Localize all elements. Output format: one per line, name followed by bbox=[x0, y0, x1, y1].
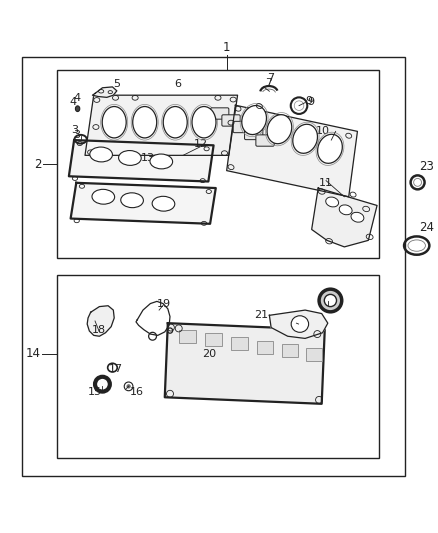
Text: 15: 15 bbox=[88, 386, 102, 397]
Text: 10: 10 bbox=[315, 126, 329, 136]
Ellipse shape bbox=[90, 147, 113, 162]
Bar bbox=[306, 348, 322, 361]
Ellipse shape bbox=[291, 316, 309, 332]
Circle shape bbox=[127, 385, 131, 388]
Text: 14: 14 bbox=[25, 347, 41, 360]
Text: 8: 8 bbox=[245, 116, 252, 125]
Text: 5: 5 bbox=[113, 79, 120, 90]
Text: 9: 9 bbox=[307, 96, 314, 107]
Text: 24: 24 bbox=[419, 221, 434, 234]
Ellipse shape bbox=[150, 154, 173, 169]
Bar bbox=[231, 337, 248, 350]
Polygon shape bbox=[269, 310, 328, 338]
Ellipse shape bbox=[324, 294, 336, 306]
Text: 3: 3 bbox=[74, 131, 81, 141]
Text: 13: 13 bbox=[141, 152, 155, 163]
Polygon shape bbox=[87, 306, 114, 336]
Polygon shape bbox=[92, 87, 117, 98]
FancyBboxPatch shape bbox=[256, 135, 274, 146]
Ellipse shape bbox=[351, 212, 364, 222]
Polygon shape bbox=[165, 323, 325, 404]
Ellipse shape bbox=[133, 107, 157, 138]
Ellipse shape bbox=[267, 115, 292, 144]
Ellipse shape bbox=[119, 150, 141, 165]
Text: 18: 18 bbox=[92, 325, 106, 335]
Ellipse shape bbox=[339, 205, 352, 215]
Text: 7: 7 bbox=[267, 74, 274, 84]
FancyBboxPatch shape bbox=[222, 115, 240, 126]
Text: 6: 6 bbox=[174, 79, 181, 90]
Text: 19: 19 bbox=[156, 298, 170, 309]
FancyBboxPatch shape bbox=[211, 108, 229, 119]
Bar bbox=[257, 341, 273, 354]
Text: 20: 20 bbox=[202, 349, 216, 359]
FancyBboxPatch shape bbox=[244, 128, 263, 140]
Bar bbox=[22, 57, 406, 476]
Polygon shape bbox=[227, 105, 357, 197]
Ellipse shape bbox=[242, 106, 266, 134]
Ellipse shape bbox=[92, 189, 115, 204]
Text: 1: 1 bbox=[223, 41, 230, 54]
Text: 7: 7 bbox=[265, 77, 272, 87]
Ellipse shape bbox=[163, 107, 187, 138]
Ellipse shape bbox=[293, 124, 318, 154]
Text: 3: 3 bbox=[71, 125, 78, 135]
Ellipse shape bbox=[75, 106, 80, 111]
Polygon shape bbox=[71, 183, 216, 224]
Bar bbox=[57, 275, 379, 458]
Text: 22: 22 bbox=[321, 298, 335, 309]
Ellipse shape bbox=[318, 134, 343, 163]
FancyBboxPatch shape bbox=[233, 122, 251, 133]
Ellipse shape bbox=[326, 197, 339, 207]
Text: 4: 4 bbox=[69, 97, 76, 107]
Text: 21: 21 bbox=[254, 310, 268, 320]
Text: 17: 17 bbox=[109, 364, 123, 374]
Polygon shape bbox=[69, 140, 214, 182]
Text: 11: 11 bbox=[319, 178, 333, 188]
Ellipse shape bbox=[121, 193, 143, 208]
Text: 23: 23 bbox=[419, 160, 434, 173]
Bar bbox=[179, 330, 196, 343]
Bar bbox=[282, 344, 298, 357]
Text: 9: 9 bbox=[305, 96, 312, 106]
Polygon shape bbox=[312, 188, 377, 247]
Ellipse shape bbox=[102, 107, 126, 138]
Bar bbox=[205, 333, 222, 346]
Ellipse shape bbox=[152, 196, 175, 211]
Text: 8: 8 bbox=[247, 117, 255, 127]
Bar bbox=[57, 70, 379, 258]
Text: 4: 4 bbox=[73, 93, 80, 102]
Text: 16: 16 bbox=[131, 386, 144, 397]
Ellipse shape bbox=[319, 289, 342, 312]
Text: 2: 2 bbox=[34, 158, 42, 171]
Text: 12: 12 bbox=[194, 140, 208, 149]
Polygon shape bbox=[85, 95, 237, 155]
Ellipse shape bbox=[192, 107, 216, 138]
